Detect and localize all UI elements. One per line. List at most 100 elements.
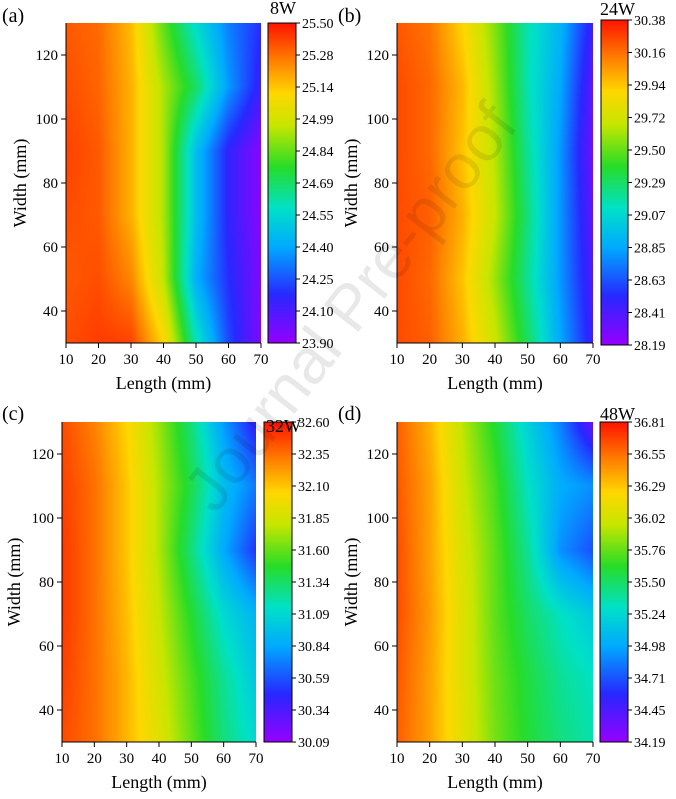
colorbar: [264, 422, 292, 742]
y-tick-label: 40: [39, 703, 54, 719]
colorbar: [600, 422, 628, 742]
colorbar-tick-label: 24.55: [302, 209, 334, 224]
heatmap-surface: [62, 422, 256, 742]
panel-b: 10 20 30 40 50 60 70 40 60 80 100 120 Length (mm) Wid…: [338, 0, 666, 394]
y-tick-label: 120: [36, 48, 59, 64]
x-tick-label: 50: [520, 352, 535, 368]
colorbar-tick-label: 24.40: [302, 241, 334, 256]
colorbar-tick-label: 30.38: [634, 14, 666, 29]
x-tick-label: 40: [488, 352, 503, 368]
y-tick-label: 100: [36, 112, 59, 128]
colorbar-tick-label: 29.94: [634, 79, 666, 94]
colorbar-tick-label: 32.10: [298, 480, 330, 495]
x-tick-label: 20: [422, 352, 437, 368]
x-tick-label: 60: [221, 352, 236, 368]
colorbar-tick-label: 35.24: [634, 608, 666, 623]
colorbar-tick-label: 30.09: [298, 736, 330, 751]
x-tick-label: 30: [455, 352, 470, 368]
colorbar-tick-label: 24.99: [302, 113, 334, 128]
x-tick-label: 70: [249, 751, 264, 767]
y-tick-label: 100: [32, 511, 55, 527]
colorbar-tick-label: 28.85: [634, 242, 666, 257]
y-tick-label: 60: [39, 639, 54, 655]
x-axis-label: Length (mm): [116, 373, 211, 394]
y-axis-label: Width (mm): [10, 139, 31, 228]
panel-label: (b): [338, 5, 361, 27]
colorbar-tick-label: 34.19: [634, 736, 666, 751]
colorbar-tick-label: 28.19: [634, 339, 666, 354]
colorbar-tick-label: 28.41: [634, 307, 666, 322]
colorbar-tick-label: 29.29: [634, 177, 666, 192]
colorbar: [601, 20, 628, 345]
y-axis-label: Width (mm): [341, 538, 362, 627]
y-tick-label: 120: [367, 48, 390, 64]
panel-label: (a): [2, 5, 24, 27]
panel-a: 10 20 30 40 50 60 70 40 60 80 100 120 Length (mm) Wid…: [2, 0, 334, 394]
colorbar-tick-label: 29.07: [634, 209, 666, 224]
y-axis-label: Width (mm): [4, 538, 25, 627]
x-axis-label: Length (mm): [447, 373, 542, 394]
colorbar-tick-label: 24.69: [302, 177, 334, 192]
x-tick-label: 10: [59, 352, 74, 368]
panel-title: 8W: [270, 0, 296, 18]
x-tick-label: 10: [390, 751, 405, 767]
colorbar-tick-label: 35.76: [634, 544, 666, 559]
panel-title: 32W: [266, 416, 301, 436]
x-tick-label: 50: [189, 352, 204, 368]
panel-c: 10 20 30 40 50 60 70 40 60 80 100 120 Length (mm) Wid…: [2, 403, 330, 793]
panel-label: (c): [2, 403, 24, 425]
x-tick-label: 50: [520, 751, 535, 767]
y-tick-label: 80: [374, 575, 389, 591]
y-tick-label: 80: [374, 176, 389, 192]
y-tick-label: 60: [43, 240, 58, 256]
panel-d: 10 20 30 40 50 60 70 40 60 80 100 120 Length (mm) Wid…: [338, 403, 666, 793]
colorbar-tick-label: 34.98: [634, 640, 666, 655]
y-tick-label: 60: [374, 639, 389, 655]
x-tick-label: 10: [390, 352, 405, 368]
y-tick-label: 120: [367, 447, 390, 463]
heatmap-surface: [397, 422, 593, 742]
y-tick-label: 60: [374, 240, 389, 256]
colorbar-tick-label: 31.60: [298, 544, 330, 559]
colorbar-tick-label: 35.50: [634, 576, 666, 591]
colorbar: [268, 23, 296, 343]
colorbar-tick-label: 36.02: [634, 512, 666, 527]
y-tick-label: 40: [374, 304, 389, 320]
x-tick-label: 60: [216, 751, 231, 767]
x-tick-label: 40: [152, 751, 167, 767]
colorbar-tick-label: 25.28: [302, 49, 334, 64]
y-axis-label: Width (mm): [341, 139, 362, 228]
colorbar-tick-label: 30.16: [634, 47, 666, 62]
colorbar-tick-label: 31.09: [298, 608, 330, 623]
colorbar-tick-label: 32.60: [298, 416, 330, 431]
heatmap-surface: [66, 23, 261, 343]
x-tick-label: 70: [254, 352, 269, 368]
x-tick-label: 60: [553, 352, 568, 368]
x-tick-label: 10: [55, 751, 70, 767]
colorbar-tick-label: 31.34: [298, 576, 330, 591]
colorbar-tick-label: 24.25: [302, 273, 334, 288]
x-tick-label: 40: [488, 751, 503, 767]
x-tick-label: 60: [553, 751, 568, 767]
y-tick-label: 40: [374, 703, 389, 719]
x-axis-label: Length (mm): [447, 772, 542, 793]
colorbar-tick-label: 31.85: [298, 512, 330, 527]
x-tick-label: 30: [124, 352, 139, 368]
colorbar-tick-label: 30.59: [298, 672, 330, 687]
y-tick-label: 40: [43, 304, 58, 320]
colorbar-tick-label: 34.71: [634, 672, 666, 687]
colorbar-tick-label: 23.90: [302, 337, 334, 352]
panel-label: (d): [338, 403, 361, 425]
colorbar-tick-label: 24.84: [302, 145, 334, 160]
x-tick-label: 70: [586, 751, 601, 767]
colorbar-tick-label: 30.84: [298, 640, 330, 655]
colorbar-tick-label: 30.34: [298, 704, 330, 719]
panel-title: 24W: [600, 0, 635, 19]
colorbar-tick-label: 25.14: [302, 81, 334, 96]
x-tick-label: 20: [91, 352, 106, 368]
colorbar-tick-label: 34.45: [634, 704, 666, 719]
x-tick-label: 30: [455, 751, 470, 767]
colorbar-tick-label: 24.10: [302, 305, 334, 320]
x-tick-label: 20: [422, 751, 437, 767]
